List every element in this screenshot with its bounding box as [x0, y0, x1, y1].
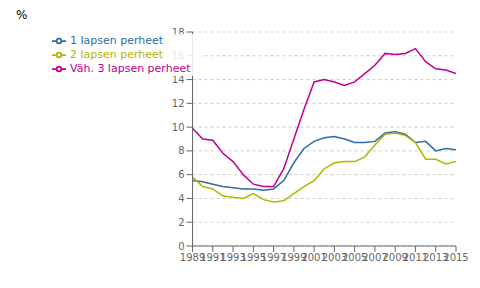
svg-text:1989: 1989	[179, 252, 206, 264]
svg-text:14: 14	[172, 74, 185, 85]
svg-text:2013: 2013	[423, 252, 449, 264]
svg-text:2015: 2015	[443, 252, 468, 263]
svg-text:4: 4	[178, 193, 184, 204]
svg-text:1991: 1991	[200, 252, 226, 264]
svg-text:2: 2	[178, 217, 184, 228]
svg-text:10: 10	[172, 122, 185, 133]
svg-text:2009: 2009	[382, 252, 408, 264]
svg-text:1997: 1997	[260, 252, 287, 264]
svg-text:2011: 2011	[402, 252, 429, 264]
html-text:Väh. 3 lapsen perheet: Väh. 3 lapsen perheet	[70, 62, 191, 75]
svg-text:1993: 1993	[220, 252, 246, 264]
svg-text:2007: 2007	[362, 252, 388, 264]
svg-text:0: 0	[178, 241, 184, 252]
svg-text:6: 6	[178, 169, 184, 180]
html-text:2 lapsen perheet: 2 lapsen perheet	[70, 48, 164, 61]
svg-text:18: 18	[172, 27, 185, 38]
svg-text:2003: 2003	[321, 252, 348, 264]
svg-text:12: 12	[172, 98, 185, 109]
svg-text:1995: 1995	[240, 252, 267, 264]
svg-text:2001: 2001	[301, 252, 327, 264]
svg-text:16: 16	[172, 50, 185, 61]
html-text:1 lapsen perheet: 1 lapsen perheet	[70, 34, 164, 47]
svg-text:2005: 2005	[341, 252, 368, 264]
svg-text:1999: 1999	[281, 252, 307, 264]
svg-text:8: 8	[178, 145, 184, 156]
